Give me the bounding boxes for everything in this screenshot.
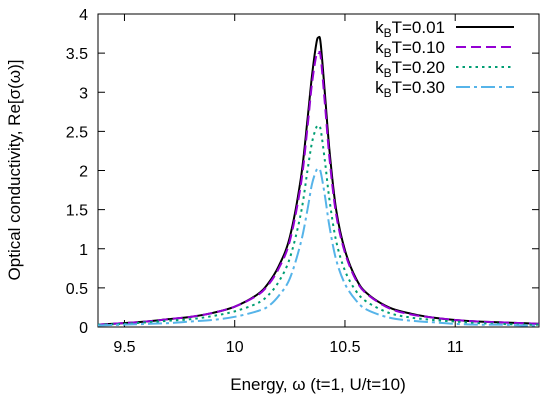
plot-frame (97, 13, 540, 328)
y-tick-label: 2.5 (66, 124, 88, 141)
y-tick-label: 0.5 (66, 281, 88, 298)
x-axis-title: Energy, ω (t=1, U/t=10) (230, 375, 405, 394)
y-tick-label: 4 (79, 7, 88, 24)
series-line-1 (97, 35, 540, 326)
x-tick-label: 10.5 (329, 339, 360, 356)
legend-label-3: kBT=0.20 (375, 58, 445, 80)
y-axis-title: Optical conductivity, Re[σ(ω)] (5, 60, 24, 281)
series-line-2 (97, 50, 540, 326)
axis-ticks: 0 0.5 1 1.5 2 2.5 3 3.5 4 9.5 10 10.5 11 (66, 7, 539, 356)
y-tick-label: 1 (79, 242, 88, 259)
x-tick-label: 9.5 (113, 339, 135, 356)
legend-label-1: kBT=0.01 (375, 18, 445, 40)
y-tick-label: 3.5 (66, 46, 88, 63)
y-tick-label: 2 (79, 164, 88, 181)
legend-label-2: kBT=0.10 (375, 38, 445, 60)
x-tick-label: 10 (226, 339, 244, 356)
series-line-3 (97, 124, 540, 326)
y-tick-label: 0 (79, 320, 88, 337)
legend-label-4: kBT=0.30 (375, 78, 445, 100)
y-tick-label: 1.5 (66, 203, 88, 220)
series-line-4 (97, 167, 540, 327)
y-tick-label: 3 (79, 85, 88, 102)
series-lines (97, 35, 540, 327)
x-tick-label: 11 (447, 339, 464, 356)
